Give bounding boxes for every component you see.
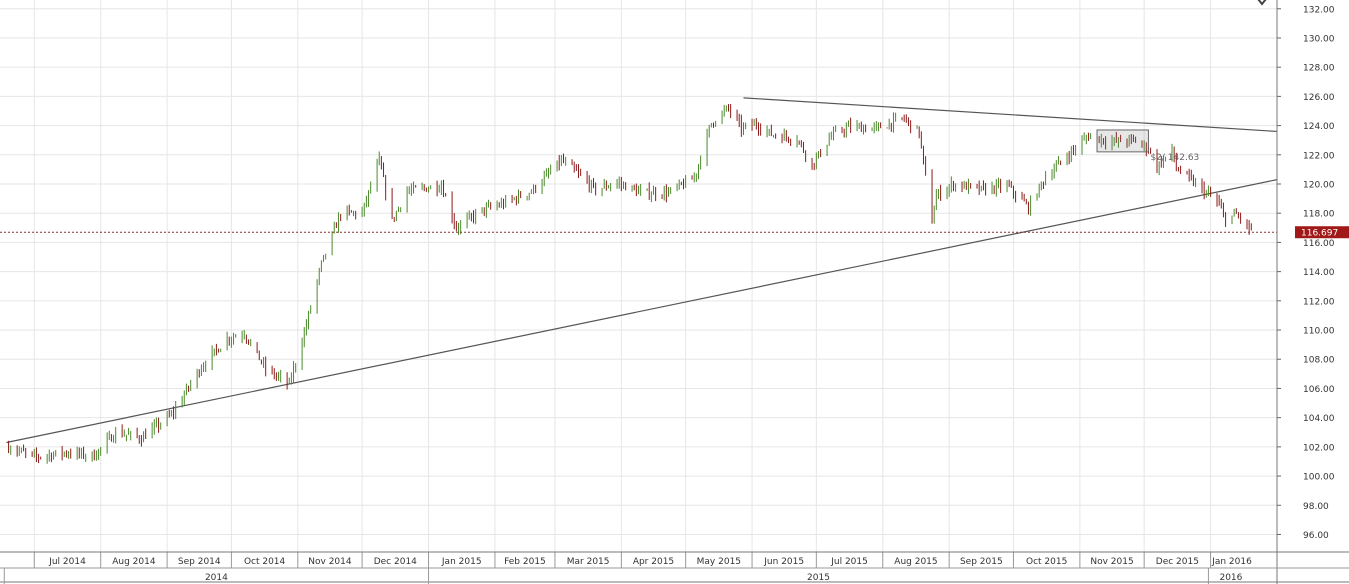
month-label: Nov 2015 (1090, 557, 1133, 567)
y-tick-label: 122.00 (1303, 151, 1335, 161)
month-label: Oct 2015 (1026, 557, 1067, 567)
y-tick-label: 110.00 (1303, 327, 1335, 337)
y-tick-label: 102.00 (1303, 443, 1335, 453)
chart-overlays: $2/ 142.63 116.697 (0, 129, 1349, 239)
y-tick-label: 100.00 (1303, 473, 1335, 483)
price-axis[interactable]: 96.00 98.00 100.00 102.00 104.00 106.00 108.00… (1276, 0, 1335, 584)
y-tick-label: 108.00 (1303, 356, 1335, 366)
current-price-tag (1295, 226, 1349, 239)
month-label: Mar 2015 (567, 557, 610, 567)
price-bars (8, 104, 1252, 464)
month-label: Oct 2014 (244, 557, 286, 567)
y-tick-label: 126.00 (1303, 93, 1335, 103)
month-label: Dec 2014 (374, 557, 417, 567)
month-label: Aug 2014 (112, 557, 156, 567)
month-label: Dec 2015 (1156, 557, 1199, 567)
y-tick-label: 96.00 (1303, 531, 1329, 541)
month-label: Aug 2015 (894, 557, 937, 567)
y-tick-label: 114.00 (1303, 268, 1335, 278)
y-tick-label: 124.00 (1303, 122, 1335, 132)
month-label: Apr 2015 (633, 557, 674, 567)
chevron-down-icon[interactable] (1257, 0, 1267, 6)
price-annotation: $2/ 142.63 (1150, 153, 1199, 163)
month-label: Jul 2015 (830, 557, 868, 567)
y-tick-label: 118.00 (1303, 210, 1335, 220)
month-label: Sep 2015 (960, 557, 1003, 567)
month-label: Feb 2015 (504, 557, 546, 567)
year-label: 2015 (807, 573, 830, 583)
month-label: Jun 2015 (763, 557, 804, 567)
y-tick-label: 130.00 (1303, 34, 1335, 44)
month-label: Jan 2015 (441, 557, 482, 567)
consolidation-box (1096, 129, 1149, 153)
y-tick-label: 128.00 (1303, 64, 1335, 74)
month-label: Jul 2014 (48, 557, 86, 567)
y-tick-label: 116.00 (1303, 239, 1335, 249)
trendlines (6, 97, 1278, 444)
year-label: 2016 (1219, 573, 1242, 583)
y-tick-label: 98.00 (1303, 502, 1329, 512)
y-tick-label: 132.00 (1303, 5, 1335, 15)
y-tick-label: 104.00 (1303, 414, 1335, 424)
month-label: Sep 2014 (178, 557, 221, 567)
trendline (6, 179, 1278, 444)
y-tick-label: 106.00 (1303, 385, 1335, 395)
y-tick-label: 112.00 (1303, 297, 1335, 307)
trendline (743, 97, 1278, 133)
month-label: Nov 2014 (308, 557, 352, 567)
gridlines (0, 0, 1277, 552)
time-axis[interactable]: Jul 2014 Aug 2014 Sep 2014 Oct 2014 Nov 2014… (0, 551, 1349, 584)
y-tick-label: 120.00 (1303, 181, 1335, 191)
month-label: Jan 2016 (1211, 557, 1252, 567)
year-label: 2014 (205, 573, 228, 583)
month-label: May 2015 (697, 557, 741, 567)
current-price-label: 116.697 (1301, 229, 1338, 239)
